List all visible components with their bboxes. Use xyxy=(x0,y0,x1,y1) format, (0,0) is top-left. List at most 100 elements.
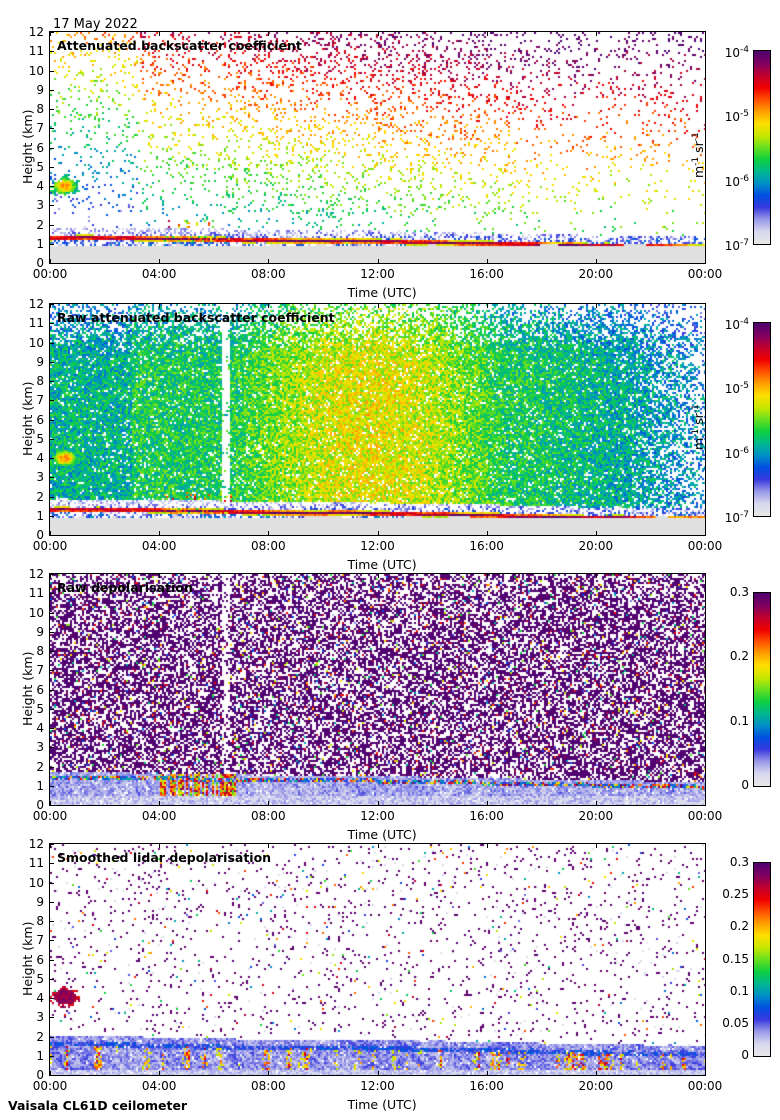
y-tick-label: 3 xyxy=(36,470,44,485)
colorbar-tick-label: 0.3 xyxy=(729,585,749,599)
y-tick-label: 7 xyxy=(36,393,44,408)
x-tick-mark xyxy=(705,303,706,308)
y-tick-label: 3 xyxy=(36,740,44,755)
x-tick-label: 00:00 xyxy=(687,539,723,553)
x-tick-label: 08:00 xyxy=(251,809,286,823)
y-tick-mark xyxy=(49,225,54,226)
x-tick-mark xyxy=(487,31,488,36)
y-tick-mark xyxy=(49,343,54,344)
x-tick-mark xyxy=(705,801,706,806)
x-tick-label: 08:00 xyxy=(251,267,286,281)
y-tick-label: 8 xyxy=(36,914,44,928)
y-tick-mark xyxy=(49,593,54,594)
y-tick-label: 11 xyxy=(28,316,44,331)
colorbar-tick-label: 0 xyxy=(741,778,749,792)
y-tick-label: 4 xyxy=(36,991,44,1005)
date-label: 17 May 2022 xyxy=(53,17,138,32)
x-tick-label: 00:00 xyxy=(687,809,723,823)
x-tick-mark xyxy=(378,259,379,264)
y-tick-mark xyxy=(49,439,54,440)
x-tick-mark xyxy=(159,531,160,536)
y-tick-label: 12 xyxy=(28,297,44,311)
y-tick-label: 10 xyxy=(28,63,44,78)
y-tick-label: 6 xyxy=(36,140,44,155)
colorbar-tick-label: 10-5 xyxy=(724,381,749,397)
colorbar-gradient xyxy=(754,593,770,786)
y-tick-label: 9 xyxy=(36,624,44,639)
x-axis-label: Time (UTC) xyxy=(347,1097,417,1112)
y-tick-mark xyxy=(49,844,54,845)
colorbar-tick-label: 0.1 xyxy=(729,983,749,998)
colorbar-raw-depolarisation xyxy=(753,592,771,787)
x-tick-label: 00:00 xyxy=(32,1079,68,1093)
y-tick-mark xyxy=(49,863,54,864)
x-tick-mark xyxy=(50,573,51,578)
x-tick-mark xyxy=(487,843,488,848)
x-tick-mark xyxy=(487,303,488,308)
x-tick-mark xyxy=(159,843,160,848)
x-tick-label: 12:00 xyxy=(360,267,395,281)
y-tick-mark xyxy=(49,632,54,633)
y-tick-mark xyxy=(49,109,54,110)
y-tick-mark xyxy=(49,960,54,961)
x-axis-label: Time (UTC) xyxy=(347,285,417,300)
y-tick-mark xyxy=(49,304,54,305)
y-tick-label: 5 xyxy=(36,159,44,174)
y-tick-mark xyxy=(49,940,54,941)
y-tick-mark xyxy=(49,90,54,91)
x-tick-mark xyxy=(268,843,269,848)
colorbar-tick-label: 10-4 xyxy=(724,45,749,60)
x-tick-label: 08:00 xyxy=(251,1079,286,1093)
x-tick-mark xyxy=(705,573,706,578)
x-tick-mark xyxy=(596,303,597,308)
panel-title-attenuated-backscatter: Attenuated backscatter coefficient xyxy=(57,38,302,53)
y-tick-mark xyxy=(49,883,54,884)
y-tick-mark xyxy=(49,535,54,536)
plot-area-raw-depolarisation xyxy=(49,573,706,806)
colorbar-tick-label: 0.3 xyxy=(729,855,749,869)
x-tick-mark xyxy=(596,531,597,536)
heatmap-canvas-raw-depolarisation xyxy=(50,574,705,805)
y-tick-mark xyxy=(49,381,54,382)
y-tick-label: 2 xyxy=(36,759,44,774)
x-axis-label: Time (UTC) xyxy=(347,827,417,842)
x-tick-label: 16:00 xyxy=(469,267,504,281)
colorbar-gradient xyxy=(754,863,770,1056)
y-tick-mark xyxy=(49,263,54,264)
y-tick-mark xyxy=(49,497,54,498)
plot-area-attenuated-backscatter xyxy=(49,31,706,264)
y-tick-mark xyxy=(49,477,54,478)
x-tick-mark xyxy=(268,259,269,264)
y-tick-label: 8 xyxy=(36,374,44,388)
y-tick-mark xyxy=(49,1056,54,1057)
y-tick-mark xyxy=(49,1037,54,1038)
colorbar-raw-attenuated-backscatter xyxy=(753,322,771,517)
x-tick-label: 04:00 xyxy=(141,539,177,553)
x-tick-mark xyxy=(378,801,379,806)
y-tick-label: 4 xyxy=(36,721,44,735)
colorbar-gradient xyxy=(754,323,770,516)
y-tick-label: 4 xyxy=(36,451,44,465)
x-tick-label: 08:00 xyxy=(251,539,286,553)
colorbar-tick-label: 0.2 xyxy=(729,649,749,664)
x-tick-mark xyxy=(159,801,160,806)
x-tick-mark xyxy=(50,531,51,536)
y-tick-mark xyxy=(49,148,54,149)
y-tick-mark xyxy=(49,709,54,710)
y-tick-label: 12 xyxy=(28,25,44,39)
y-tick-label: 1 xyxy=(36,1048,44,1063)
y-tick-label: 4 xyxy=(36,179,44,193)
y-tick-label: 8 xyxy=(36,102,44,116)
x-tick-mark xyxy=(705,531,706,536)
y-tick-mark xyxy=(49,1075,54,1076)
x-tick-mark xyxy=(50,843,51,848)
colorbar-tick-label: 0 xyxy=(741,1048,749,1062)
y-tick-label: 11 xyxy=(28,856,44,871)
x-tick-mark xyxy=(596,1071,597,1076)
y-tick-label: 1 xyxy=(36,236,44,251)
x-tick-mark xyxy=(159,1071,160,1076)
y-tick-mark xyxy=(49,921,54,922)
